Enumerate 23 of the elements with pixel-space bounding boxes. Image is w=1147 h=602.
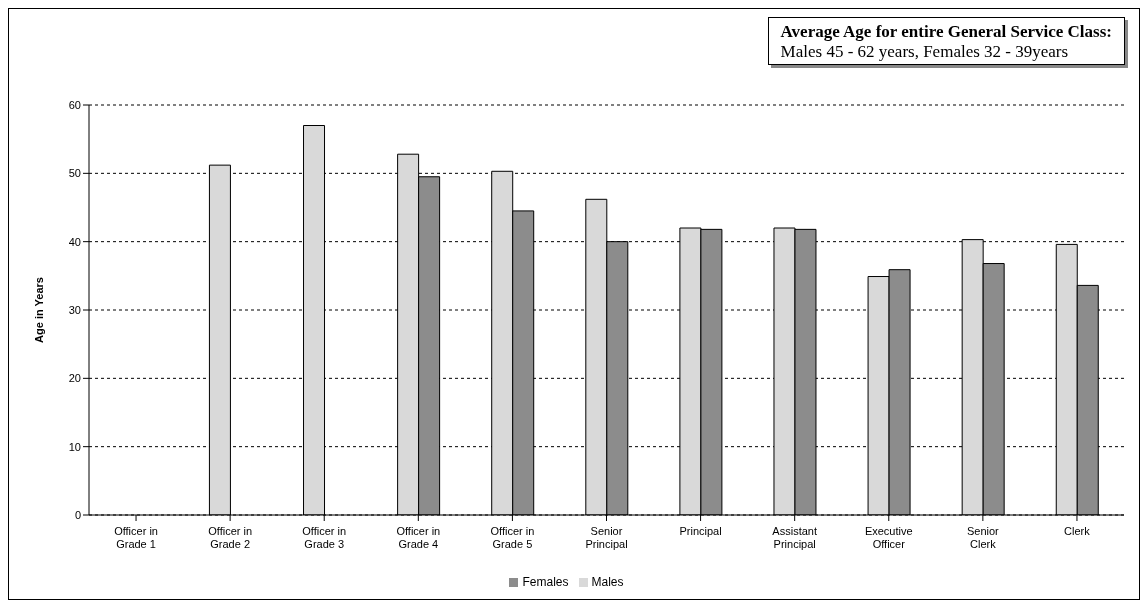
y-tick-label: 60 — [68, 98, 81, 111]
chart-title: Average Age for entire General Service Class: — [780, 22, 1112, 42]
x-tick-label: Officer in Grade 2 — [208, 525, 253, 550]
x-tick-label: Officer in Grade 4 — [396, 525, 441, 550]
y-tick-label: 40 — [68, 235, 81, 248]
legend-label: Males — [591, 575, 624, 589]
legend-label: Females — [522, 575, 569, 589]
x-tick-label: Senior Principal — [585, 525, 628, 550]
x-tick-label: Assistant Principal — [772, 525, 817, 550]
x-tick-label: Officer in Grade 1 — [114, 525, 158, 550]
x-tick-label: Executive Officer — [864, 525, 913, 550]
x-tick-label: Clerk — [1064, 525, 1091, 537]
x-tick-label: Principal — [679, 525, 722, 537]
chart-subtitle: Males 45 - 62 years, Females 32 - 39years — [780, 42, 1070, 62]
y-tick-label: 30 — [68, 303, 81, 316]
y-tick-label: 20 — [68, 372, 81, 385]
x-tick-label: Senior Clerk — [966, 525, 1000, 550]
x-tick-label: Officer in Grade 5 — [490, 525, 535, 550]
x-tick-label: Officer in Grade 3 — [302, 525, 347, 550]
y-tick-label: 10 — [68, 440, 81, 453]
y-tick-label: 50 — [68, 167, 81, 180]
y-tick-label: 0 — [74, 508, 81, 521]
y-axis-title: Age in Years — [32, 277, 45, 343]
